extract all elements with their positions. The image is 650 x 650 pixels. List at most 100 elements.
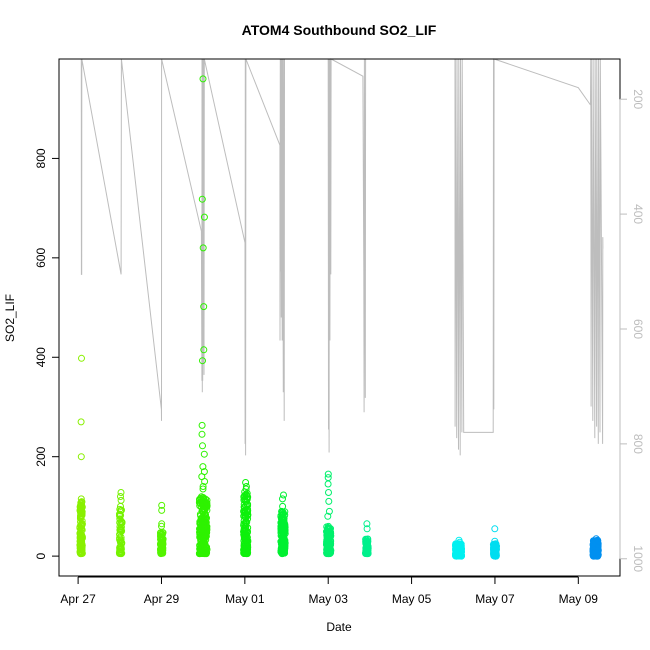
data-point xyxy=(243,495,251,502)
data-point xyxy=(118,518,126,526)
data-point xyxy=(324,474,332,482)
x-axis-label: Date xyxy=(326,620,352,634)
data-point xyxy=(280,528,288,535)
data-point xyxy=(199,483,207,490)
point-cluster-5 xyxy=(240,479,252,558)
data-point xyxy=(116,549,124,557)
data-point xyxy=(200,213,208,221)
x-tick-label: May 07 xyxy=(475,592,515,606)
data-point xyxy=(281,523,289,531)
data-point xyxy=(201,525,209,533)
secondary-series-line xyxy=(80,58,604,456)
x-axis: Apr 27 Apr 29 May 01 May 03 May 05 May 07 May … xyxy=(60,576,599,606)
point-cluster-3 xyxy=(157,501,167,558)
data-point xyxy=(116,538,124,546)
data-point xyxy=(326,536,334,544)
data-point xyxy=(199,463,207,471)
point-cluster-8 xyxy=(362,520,372,558)
data-point xyxy=(362,535,370,543)
x-tick-label: May 09 xyxy=(559,592,599,606)
data-point xyxy=(280,510,287,518)
data-point xyxy=(78,501,86,509)
data-point xyxy=(158,506,166,514)
data-point xyxy=(325,548,333,556)
data-point xyxy=(240,512,248,520)
data-point xyxy=(363,539,371,547)
y-tick-label: 0 xyxy=(34,552,48,559)
data-point xyxy=(198,421,206,429)
data-point xyxy=(363,546,371,554)
data-point xyxy=(244,502,252,510)
data-point xyxy=(77,495,85,503)
data-point xyxy=(78,505,85,513)
secondary-tick-label: 1000 xyxy=(631,545,645,572)
data-point xyxy=(158,540,166,548)
data-point xyxy=(277,518,285,526)
data-point xyxy=(77,515,84,522)
data-point xyxy=(116,510,124,518)
data-point xyxy=(594,540,602,548)
data-point xyxy=(159,535,167,543)
data-point xyxy=(592,550,600,558)
point-cluster-1 xyxy=(76,354,86,558)
data-point xyxy=(325,497,333,505)
point-cluster-11 xyxy=(589,535,602,560)
data-point xyxy=(324,480,332,488)
data-point xyxy=(117,493,124,500)
data-point xyxy=(77,524,85,532)
data-point xyxy=(590,552,598,560)
y-axis-label: SO2_LIF xyxy=(3,294,17,342)
data-point xyxy=(77,453,85,461)
data-point xyxy=(243,530,250,538)
y-tick-label: 600 xyxy=(34,248,48,268)
secondary-line-layer xyxy=(80,58,604,456)
data-point xyxy=(592,535,600,543)
point-cluster-4 xyxy=(195,75,211,558)
data-point xyxy=(490,550,498,557)
x-tick-label: Apr 27 xyxy=(60,592,96,606)
data-point xyxy=(78,354,85,362)
x-tick-label: May 01 xyxy=(225,592,265,606)
data-point xyxy=(457,545,465,553)
data-point xyxy=(78,498,86,506)
plot-frame xyxy=(58,58,621,577)
secondary-tick-label: 600 xyxy=(631,319,645,339)
data-point xyxy=(594,544,601,552)
data-point xyxy=(242,483,250,490)
point-cluster-6 xyxy=(277,491,289,558)
data-point xyxy=(324,522,332,530)
data-point xyxy=(281,539,289,547)
y-axis: 0 200 400 600 800 xyxy=(34,148,60,559)
data-point xyxy=(158,501,166,509)
data-point xyxy=(200,346,208,354)
data-point xyxy=(242,479,250,486)
secondary-tick-label: 200 xyxy=(631,89,645,109)
data-point xyxy=(117,489,125,496)
secondary-tick-label: 800 xyxy=(631,434,645,454)
data-point xyxy=(241,524,249,532)
y-tick-label: 800 xyxy=(34,148,48,168)
data-point xyxy=(199,244,207,252)
data-point xyxy=(325,507,333,515)
data-point xyxy=(200,508,207,516)
data-point xyxy=(200,501,208,509)
x-tick-label: May 05 xyxy=(392,592,432,606)
point-cluster-7 xyxy=(323,470,335,558)
data-point xyxy=(198,430,206,438)
data-point xyxy=(324,512,332,520)
data-point xyxy=(199,485,207,493)
data-point xyxy=(363,520,371,528)
data-point xyxy=(323,530,331,538)
data-point xyxy=(116,530,124,538)
data-point xyxy=(116,534,124,542)
data-point xyxy=(241,493,249,500)
data-point xyxy=(324,470,332,478)
data-point xyxy=(242,485,250,493)
scatter-points-layer xyxy=(76,75,602,560)
point-cluster-10 xyxy=(489,525,500,560)
data-point xyxy=(76,541,84,549)
data-point xyxy=(593,543,600,551)
data-point xyxy=(77,533,85,541)
data-point xyxy=(278,549,286,557)
